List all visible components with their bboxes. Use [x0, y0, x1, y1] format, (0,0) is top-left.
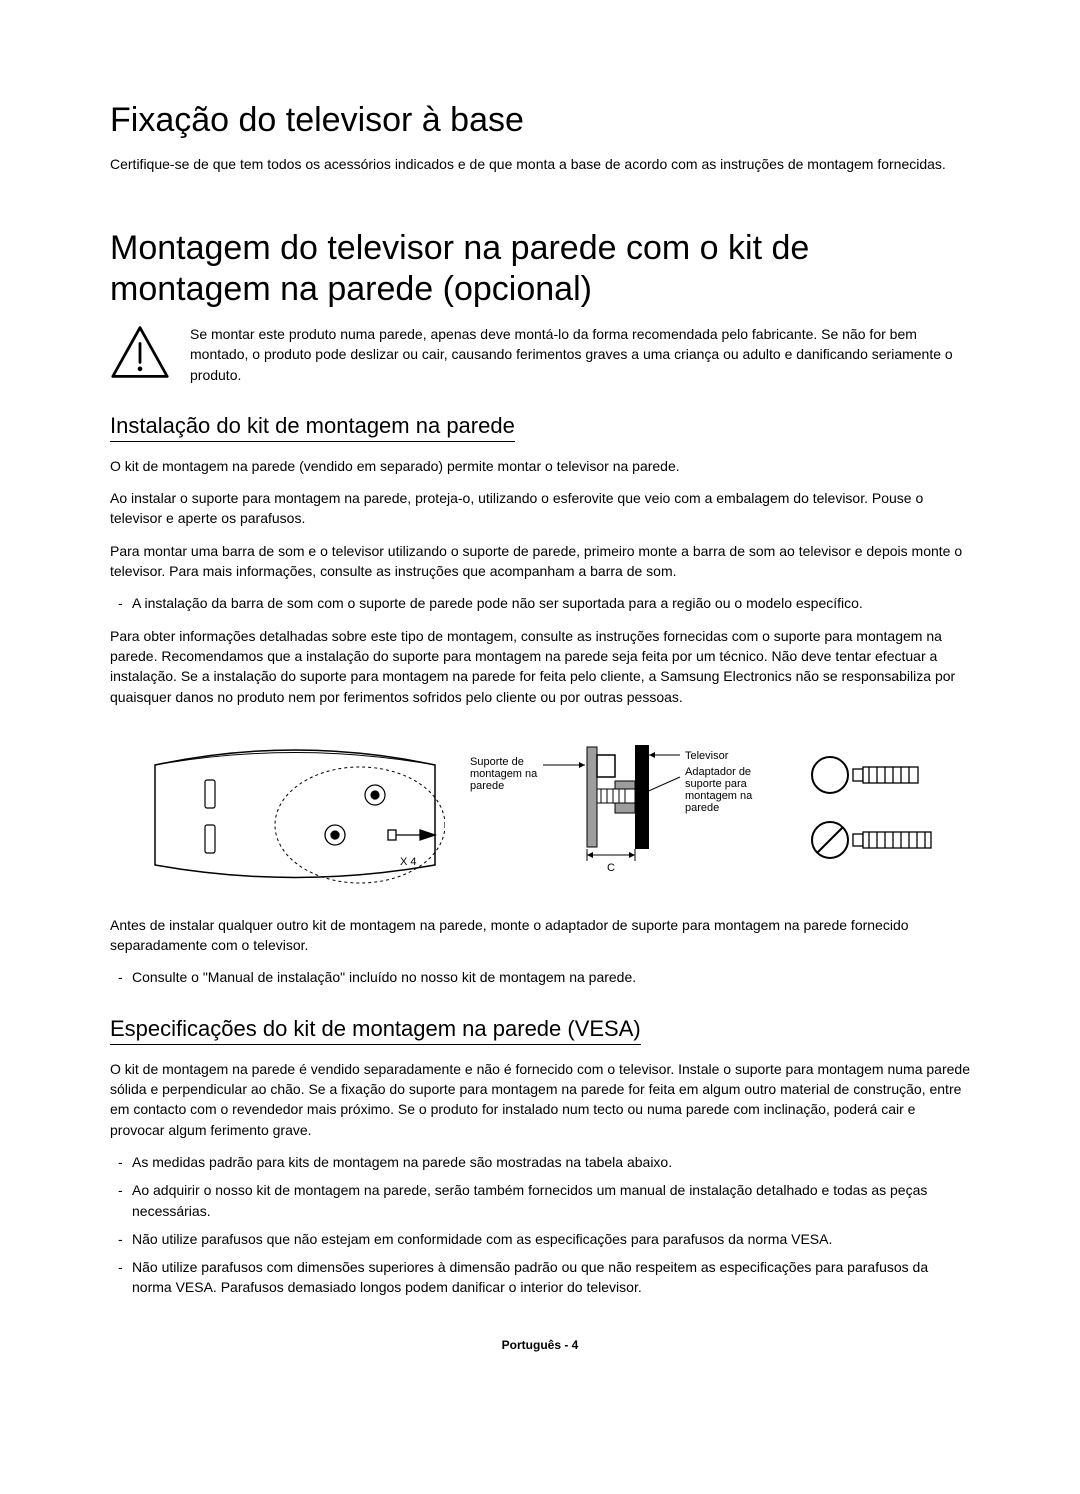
bracket-label-l1: Suporte de — [470, 756, 524, 768]
mounting-diagram: X 4 Suporte de montagem na parede — [110, 725, 970, 895]
warning-text: Se montar este produto numa parede, apen… — [190, 324, 970, 385]
svg-text:Suporte de montagem na: Suporte de montagem na parede — [470, 756, 540, 792]
svg-text:Adaptador de suporte par: Adaptador de suporte para montagem na pa… — [685, 766, 755, 814]
x4-label: X 4 — [400, 856, 417, 868]
adapter-label-l4: parede — [685, 802, 719, 814]
tv-rear-illustration: X 4 — [145, 725, 445, 895]
adapter-label-l1: Adaptador de — [685, 766, 751, 778]
section1-title: Fixação do televisor à base — [110, 100, 970, 141]
install-p3: Para montar uma barra de som e o televis… — [110, 541, 970, 582]
vesa-p1: O kit de montagem na parede é vendido se… — [110, 1059, 970, 1140]
bracket-label-l2: montagem na — [470, 768, 538, 780]
install-bullet2: Consulte o "Manual de instalação" incluí… — [118, 967, 970, 987]
install-p4: Para obter informações detalhadas sobre … — [110, 626, 970, 707]
vesa-bullet-1: Ao adquirir o nosso kit de montagem na p… — [118, 1180, 970, 1221]
vesa-bullet-2: Não utilize parafusos que não estejam em… — [118, 1229, 970, 1249]
vesa-bullet-0: As medidas padrão para kits de montagem … — [118, 1152, 970, 1172]
page-footer: Português - 4 — [110, 1338, 970, 1352]
warning-block: Se montar este produto numa parede, apen… — [110, 324, 970, 385]
vesa-bullets: As medidas padrão para kits de montagem … — [118, 1152, 970, 1298]
vesa-heading: Especificações do kit de montagem na par… — [110, 1016, 641, 1045]
adapter-label-l2: suporte para — [685, 778, 748, 790]
bracket-label-l3: parede — [470, 780, 504, 792]
cross-section-illustration: Suporte de montagem na parede Televisor — [465, 735, 785, 885]
install-bullet1: A instalação da barra de som com o supor… — [118, 593, 970, 613]
section2-title: Montagem do televisor na parede com o ki… — [110, 228, 970, 310]
install-p1: O kit de montagem na parede (vendido em … — [110, 456, 970, 476]
install-p2: Ao instalar o suporte para montagem na p… — [110, 488, 970, 529]
install-heading: Instalação do kit de montagem na parede — [110, 413, 515, 442]
tv-label: Televisor — [685, 750, 729, 762]
section1-intro: Certifique-se de que tem todos os acessó… — [110, 155, 970, 175]
c-marker: C — [607, 862, 615, 874]
vesa-bullet-3: Não utilize parafusos com dimensões supe… — [118, 1257, 970, 1298]
screw-ok-illustration — [805, 745, 935, 875]
install-p5: Antes de instalar qualquer outro kit de … — [110, 915, 970, 956]
warning-icon — [110, 324, 170, 380]
adapter-label-l3: montagem na — [685, 790, 753, 802]
